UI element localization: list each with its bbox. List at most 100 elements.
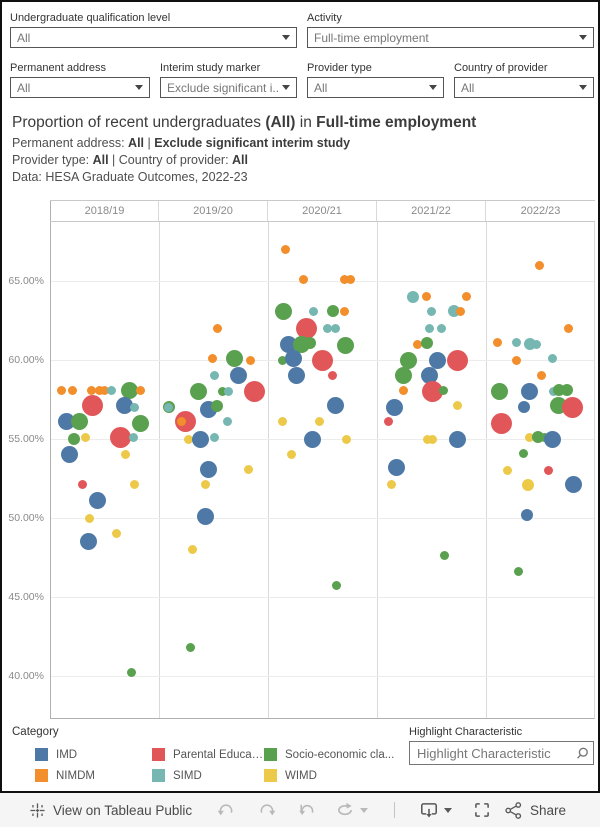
- data-point[interactable]: [177, 417, 187, 427]
- data-point[interactable]: [511, 355, 521, 365]
- data-point[interactable]: [327, 305, 340, 317]
- data-point[interactable]: [426, 306, 436, 316]
- filter-dropdown-qualification[interactable]: All: [10, 27, 297, 48]
- legend-item[interactable]: WIMD: [264, 765, 444, 786]
- data-point[interactable]: [525, 432, 534, 442]
- data-point[interactable]: [421, 292, 431, 302]
- data-point[interactable]: [456, 306, 466, 316]
- data-point[interactable]: [547, 353, 557, 363]
- data-point[interactable]: [336, 337, 354, 355]
- data-point[interactable]: [210, 399, 223, 412]
- data-point[interactable]: [121, 381, 138, 399]
- data-point[interactable]: [429, 351, 447, 369]
- data-point[interactable]: [183, 434, 193, 444]
- data-point[interactable]: [388, 458, 405, 476]
- data-point[interactable]: [422, 434, 432, 444]
- legend-item[interactable]: IMD: [35, 744, 152, 765]
- search-icon[interactable]: [571, 746, 593, 761]
- data-point[interactable]: [131, 414, 149, 432]
- data-point[interactable]: [87, 385, 97, 395]
- filter-dropdown-provider-type[interactable]: All: [307, 77, 444, 98]
- data-point[interactable]: [186, 643, 195, 653]
- data-point[interactable]: [223, 417, 233, 427]
- data-point[interactable]: [518, 448, 528, 458]
- data-point[interactable]: [287, 367, 305, 385]
- data-point[interactable]: [213, 323, 223, 333]
- data-point[interactable]: [111, 529, 121, 539]
- data-point[interactable]: [115, 397, 133, 415]
- data-point[interactable]: [164, 402, 174, 412]
- data-point[interactable]: [287, 450, 297, 460]
- data-point[interactable]: [81, 395, 103, 417]
- fullscreen-button[interactable]: [472, 793, 492, 827]
- data-point[interactable]: [78, 480, 88, 490]
- reset-button[interactable]: [297, 793, 316, 827]
- data-point[interactable]: [531, 339, 541, 349]
- data-point[interactable]: [543, 430, 561, 448]
- data-point[interactable]: [490, 383, 508, 401]
- data-point[interactable]: [511, 338, 521, 348]
- data-point[interactable]: [127, 668, 137, 678]
- data-point[interactable]: [420, 367, 438, 385]
- data-point[interactable]: [543, 466, 553, 476]
- data-point[interactable]: [210, 371, 219, 381]
- data-point[interactable]: [224, 387, 234, 397]
- data-point[interactable]: [246, 355, 255, 365]
- data-point[interactable]: [438, 385, 448, 395]
- highlight-search-box[interactable]: [409, 741, 594, 765]
- data-point[interactable]: [461, 292, 471, 302]
- data-point[interactable]: [323, 323, 333, 333]
- data-point[interactable]: [197, 507, 215, 525]
- data-point[interactable]: [244, 381, 266, 403]
- data-point[interactable]: [398, 385, 408, 395]
- data-point[interactable]: [304, 336, 317, 349]
- data-point[interactable]: [280, 335, 298, 353]
- data-point[interactable]: [57, 385, 67, 395]
- data-point[interactable]: [503, 466, 513, 476]
- data-point[interactable]: [311, 349, 333, 371]
- redo-button[interactable]: [258, 793, 277, 827]
- data-point[interactable]: [230, 367, 247, 385]
- refresh-button[interactable]: [335, 793, 368, 827]
- data-point[interactable]: [493, 338, 503, 348]
- data-point[interactable]: [94, 385, 104, 395]
- data-point[interactable]: [201, 480, 211, 490]
- data-point[interactable]: [207, 353, 217, 363]
- data-point[interactable]: [453, 401, 463, 411]
- data-point[interactable]: [421, 336, 434, 349]
- legend-item[interactable]: Parental Education: [152, 744, 264, 765]
- view-on-tableau-public-link[interactable]: View on Tableau Public: [29, 793, 192, 827]
- filter-dropdown-permanent-address[interactable]: All: [10, 77, 150, 98]
- data-point[interactable]: [280, 244, 290, 254]
- undo-button[interactable]: [216, 793, 235, 827]
- data-point[interactable]: [339, 306, 349, 316]
- data-point[interactable]: [332, 581, 342, 591]
- data-point[interactable]: [67, 433, 80, 445]
- data-point[interactable]: [304, 430, 322, 448]
- data-point[interactable]: [68, 385, 78, 395]
- data-point[interactable]: [534, 260, 544, 270]
- data-point[interactable]: [394, 367, 412, 385]
- data-point[interactable]: [277, 355, 287, 365]
- data-point[interactable]: [341, 434, 351, 444]
- data-point[interactable]: [424, 323, 434, 333]
- share-button[interactable]: Share: [504, 793, 566, 827]
- data-point[interactable]: [385, 398, 403, 416]
- data-point[interactable]: [284, 349, 302, 367]
- legend-item[interactable]: Socio-economic cla...: [264, 744, 444, 765]
- data-point[interactable]: [130, 480, 140, 490]
- legend-item[interactable]: SIMD: [152, 765, 264, 786]
- data-point[interactable]: [400, 351, 417, 369]
- data-point[interactable]: [277, 417, 287, 427]
- data-point[interactable]: [99, 385, 109, 395]
- data-point[interactable]: [188, 545, 198, 555]
- download-button[interactable]: [419, 793, 452, 827]
- data-point[interactable]: [449, 430, 467, 448]
- data-point[interactable]: [422, 381, 443, 403]
- data-point[interactable]: [57, 413, 75, 431]
- data-point[interactable]: [522, 478, 535, 491]
- data-point[interactable]: [386, 480, 396, 490]
- data-point[interactable]: [130, 402, 140, 412]
- data-point[interactable]: [70, 413, 88, 431]
- data-point[interactable]: [560, 384, 573, 396]
